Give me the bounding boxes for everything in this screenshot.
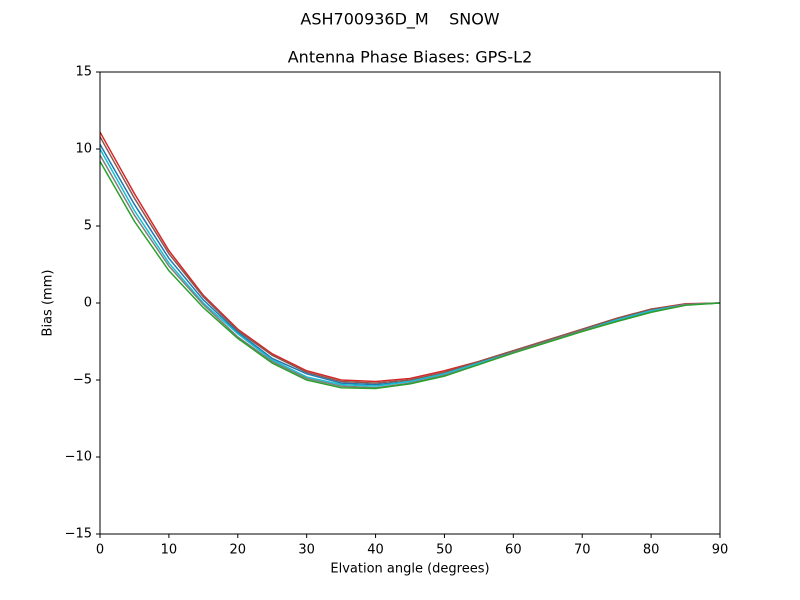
x-axis-label: Elvation angle (degrees) bbox=[330, 562, 489, 577]
x-tick-label: 60 bbox=[505, 543, 522, 558]
series-line bbox=[99, 136, 721, 384]
y-tick-label: −10 bbox=[65, 450, 92, 465]
y-tick-label: 10 bbox=[75, 142, 92, 157]
x-tick-label: 70 bbox=[574, 543, 591, 558]
x-tick-label: 20 bbox=[230, 543, 247, 558]
plot-frame bbox=[99, 71, 721, 535]
x-tick-label: 30 bbox=[298, 543, 315, 558]
series-line bbox=[99, 154, 721, 389]
series-line bbox=[99, 131, 721, 383]
series-line bbox=[99, 144, 721, 386]
y-tick-label: 0 bbox=[84, 296, 92, 311]
x-tick-label: 80 bbox=[643, 543, 660, 558]
y-axis-label: Bias (mm) bbox=[41, 270, 56, 337]
chart-title: Antenna Phase Biases: GPS-L2 bbox=[288, 48, 533, 67]
y-tick-label: −15 bbox=[65, 527, 92, 542]
x-tick-label: 10 bbox=[161, 543, 178, 558]
y-tick-label: 5 bbox=[84, 219, 92, 234]
x-tick-label: 0 bbox=[96, 543, 104, 558]
series-line bbox=[99, 148, 721, 387]
chart-suptitle: ASH700936D_M SNOW bbox=[300, 10, 499, 30]
series-line bbox=[99, 160, 721, 390]
y-tick-label: −5 bbox=[73, 373, 92, 388]
x-tick-label: 40 bbox=[367, 543, 384, 558]
x-tick-label: 50 bbox=[436, 543, 453, 558]
y-tick-label: 15 bbox=[75, 65, 92, 80]
x-tick-label: 90 bbox=[712, 543, 729, 558]
